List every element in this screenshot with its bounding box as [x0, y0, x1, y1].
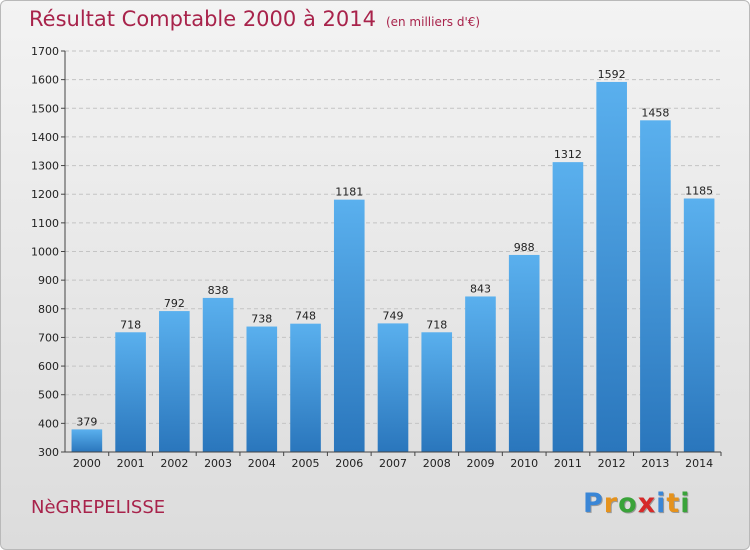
- x-tick-label: 2014: [685, 457, 713, 470]
- bars: [71, 81, 715, 453]
- x-tick-label: 2004: [248, 457, 276, 470]
- y-tick-label: 600: [38, 360, 59, 373]
- x-tick-label: 2005: [292, 457, 320, 470]
- chart-title: Résultat Comptable 2000 à 2014 (en millie…: [29, 7, 480, 31]
- bar: [377, 323, 409, 452]
- data-label: 718: [426, 318, 447, 331]
- chart-title-text: Résultat Comptable 2000 à 2014: [29, 7, 376, 31]
- data-label: 792: [164, 297, 185, 310]
- data-label: 838: [208, 284, 229, 297]
- y-tick-label: 1400: [31, 131, 59, 144]
- bar: [552, 162, 584, 453]
- x-tick-label: 2002: [160, 457, 188, 470]
- axes: [61, 50, 722, 456]
- data-label: 379: [76, 415, 97, 428]
- x-tick-label: 2007: [379, 457, 407, 470]
- x-tick-label: 2012: [598, 457, 626, 470]
- chart-subtitle: (en milliers d'€): [385, 15, 481, 29]
- data-label: 749: [383, 309, 404, 322]
- y-tick-label: 300: [38, 446, 59, 459]
- data-label: 738: [251, 313, 272, 326]
- x-tick-label: 2010: [510, 457, 538, 470]
- y-tick-label: 1700: [31, 45, 59, 58]
- y-tick-label: 1000: [31, 246, 59, 259]
- y-tick-label: 1300: [31, 160, 59, 173]
- y-tick-label: 1500: [31, 102, 59, 115]
- bar: [683, 198, 715, 452]
- bar: [421, 332, 453, 452]
- y-tick-label: 900: [38, 274, 59, 287]
- bar: [246, 326, 278, 452]
- y-tick-label: 1600: [31, 74, 59, 87]
- data-label: 988: [514, 241, 535, 254]
- y-tick-label: 1100: [31, 217, 59, 230]
- bar: [508, 254, 540, 452]
- x-tick-label: 2001: [117, 457, 145, 470]
- x-tick-label: 2000: [73, 457, 101, 470]
- logo-letter: o: [618, 488, 638, 519]
- logo-letter: P: [583, 488, 604, 519]
- data-label: 843: [470, 282, 491, 295]
- data-label: 1181: [335, 186, 363, 199]
- data-label: 718: [120, 318, 141, 331]
- commune-name: NèGREPELISSE: [31, 497, 166, 518]
- bar: [596, 81, 627, 452]
- logo-letter: r: [603, 488, 619, 519]
- y-tick-label: 700: [38, 331, 59, 344]
- logo-letter: i: [656, 488, 667, 519]
- x-tick-label: 2003: [204, 457, 232, 470]
- x-tick-label: 2008: [423, 457, 451, 470]
- bar: [333, 199, 365, 452]
- x-tick-label: 2006: [335, 457, 363, 470]
- data-label: 1185: [685, 185, 713, 198]
- bar: [115, 332, 146, 452]
- y-tick-label: 500: [38, 389, 59, 402]
- y-tick-label: 800: [38, 303, 59, 316]
- bar: [202, 297, 234, 452]
- labels: 300 400 500 600 700 800 900 1000 1100 1200 1300 140…: [31, 45, 713, 470]
- data-label: 748: [295, 310, 316, 323]
- bar: [465, 296, 496, 452]
- x-tick-label: 2009: [466, 457, 494, 470]
- logo-letter: x: [637, 488, 657, 519]
- y-tick-label: 400: [38, 417, 59, 430]
- data-label: 1312: [554, 148, 582, 161]
- data-label: 1458: [641, 106, 669, 119]
- data-label: 1592: [598, 68, 626, 81]
- bar: [290, 323, 321, 452]
- y-tick-label: 1200: [31, 188, 59, 201]
- x-tick-label: 2013: [641, 457, 669, 470]
- bar: [640, 120, 671, 453]
- proxiti-logo: Proxiti: [583, 488, 691, 524]
- x-tick-label: 2011: [554, 457, 582, 470]
- bar: [159, 311, 190, 452]
- bar: [71, 429, 103, 452]
- logo-letter: i: [680, 488, 691, 519]
- logo-letter: t: [666, 488, 681, 519]
